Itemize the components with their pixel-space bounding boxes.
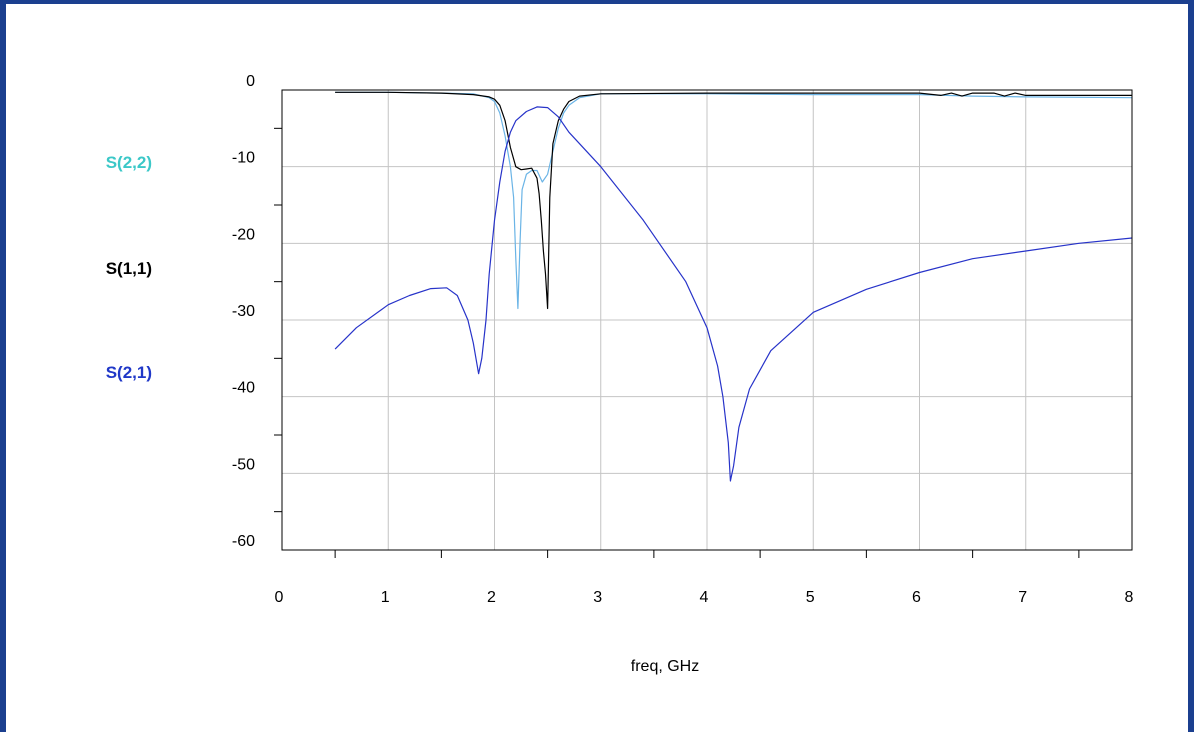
x-tick-label: 4 <box>700 589 709 606</box>
legend-label: S(1,1) <box>106 259 152 278</box>
series-line-s-1-1 <box>335 91 1132 310</box>
x-tick-label: 5 <box>806 589 815 606</box>
legend-label: S(2,1) <box>106 363 152 382</box>
series-line-s-2-1 <box>334 106 1133 482</box>
plot-area-border <box>281 89 1133 551</box>
y-tick-label: 0 <box>246 73 255 90</box>
y-tick-label: -10 <box>232 150 255 167</box>
x-axis-label: freq, GHz <box>631 658 699 675</box>
minor-ticks <box>274 127 1080 558</box>
y-axis-tick-labels: 0 -10 -20 -30 -40 -50 -60 <box>232 73 255 550</box>
y-tick-label: -50 <box>232 456 255 473</box>
series-legend: S(2,2) S(1,1) S(2,1) <box>106 153 152 382</box>
grid-lines <box>281 89 1133 551</box>
x-tick-label: 1 <box>381 589 390 606</box>
x-axis-tick-labels: 0 1 2 3 4 5 6 7 8 <box>275 589 1134 606</box>
x-tick-label: 7 <box>1018 589 1027 606</box>
x-tick-label: 8 <box>1125 589 1134 606</box>
x-tick-label: 0 <box>275 589 284 606</box>
y-tick-label: -60 <box>232 533 255 550</box>
y-tick-label: -20 <box>232 226 255 243</box>
y-tick-label: -30 <box>232 303 255 320</box>
series-line-s-2-2 <box>335 91 1133 310</box>
x-tick-label: 6 <box>912 589 921 606</box>
x-tick-label: 3 <box>593 589 602 606</box>
x-tick-label: 2 <box>487 589 496 606</box>
series-group <box>334 91 1133 482</box>
y-tick-label: -40 <box>232 380 255 397</box>
legend-label: S(2,2) <box>106 153 152 172</box>
